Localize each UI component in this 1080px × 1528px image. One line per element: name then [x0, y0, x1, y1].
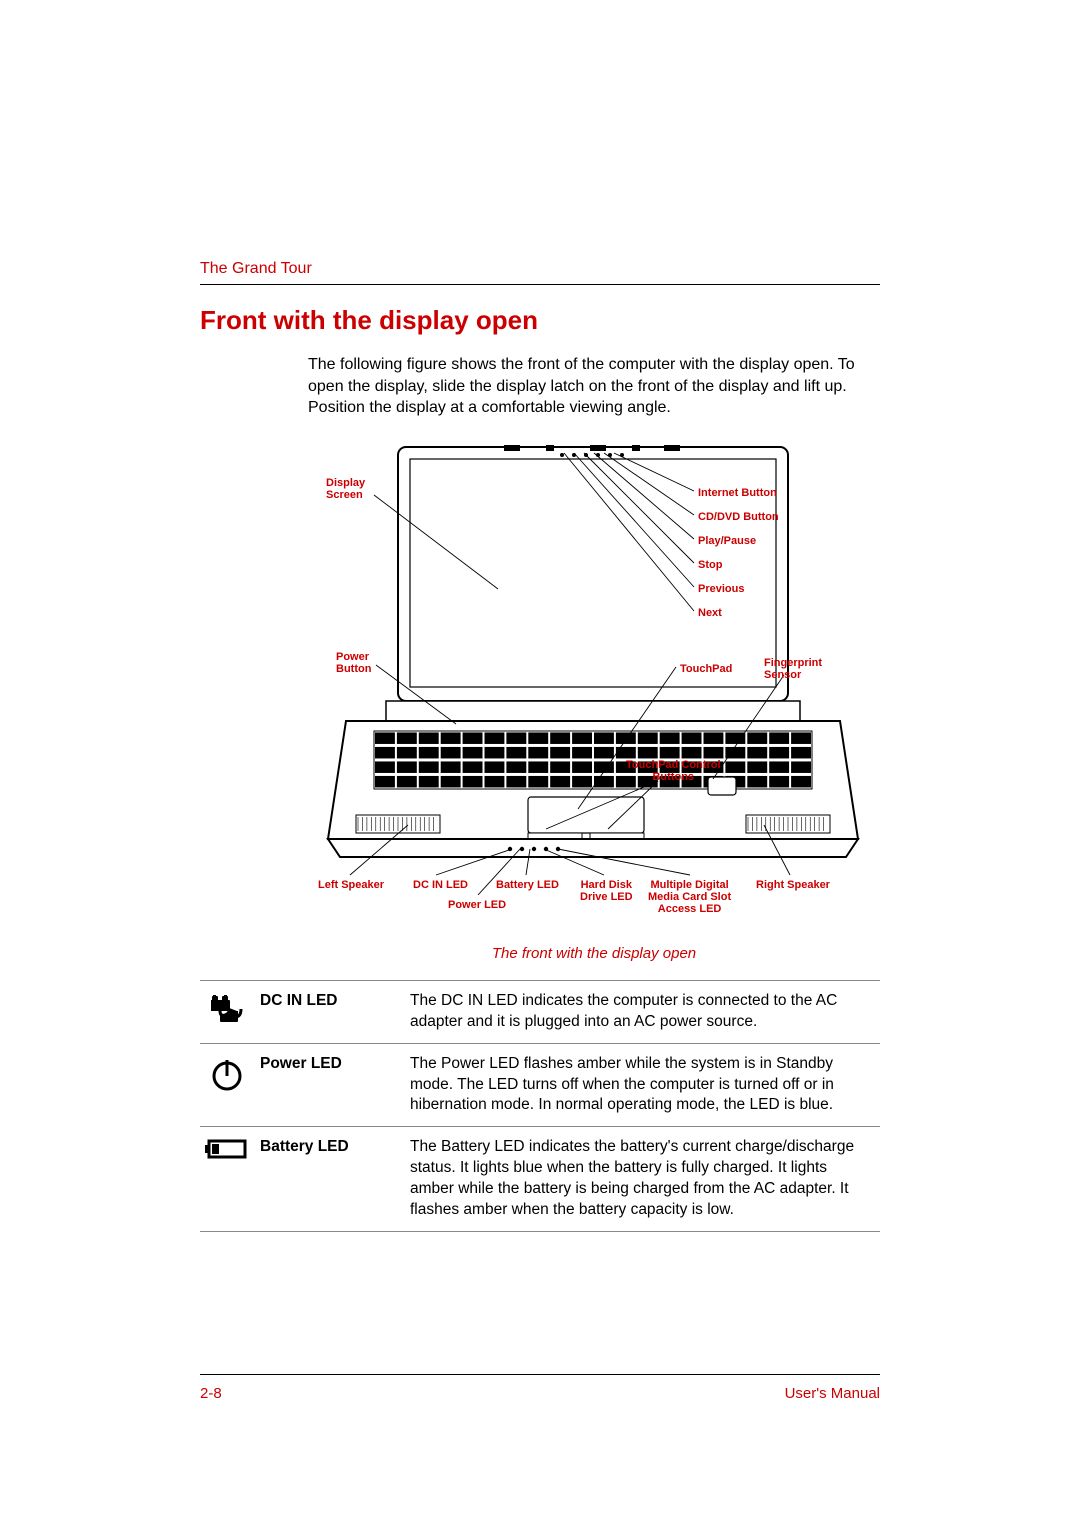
laptop-diagram: DisplayScreen PowerButton Internet Button C…: [308, 439, 868, 939]
header-rule: [200, 284, 880, 285]
diagram-label-media-led: Multiple DigitalMedia Card SlotAccess LE…: [648, 879, 731, 915]
diagram-label-stop: Stop: [698, 559, 722, 571]
doc-title: User's Manual: [785, 1385, 880, 1402]
intro-paragraph: The following figure shows the front of …: [308, 354, 880, 419]
diagram-label-right-speaker: Right Speaker: [756, 879, 830, 891]
plug-icon: [200, 980, 260, 1043]
diagram-label-power-button: PowerButton: [336, 651, 371, 675]
section-title: Front with the display open: [200, 305, 880, 336]
power-icon: [200, 1043, 260, 1127]
definition-term: DC IN LED: [260, 980, 410, 1043]
chapter-header: The Grand Tour: [200, 260, 880, 278]
definition-term: Battery LED: [260, 1127, 410, 1232]
page-footer: 2-8 User's Manual: [200, 1374, 880, 1402]
diagram-label-previous: Previous: [698, 583, 744, 595]
diagram-label-touchpad: TouchPad: [680, 663, 732, 675]
diagram-label-touchpad-ctrl: TouchPad ControlButtons: [626, 759, 721, 783]
page-number: 2-8: [200, 1385, 222, 1402]
definition-description: The Battery LED indicates the battery's …: [410, 1127, 880, 1232]
battery-icon: [200, 1127, 260, 1232]
diagram-label-next: Next: [698, 607, 722, 619]
diagram-label-left-speaker: Left Speaker: [318, 879, 384, 891]
definition-description: The DC IN LED indicates the computer is …: [410, 980, 880, 1043]
figure-caption: The front with the display open: [308, 945, 880, 962]
diagram-label-fingerprint: FingerprintSensor: [764, 657, 822, 681]
diagram-label-hdd-led: Hard DiskDrive LED: [580, 879, 633, 903]
definition-row: DC IN LEDThe DC IN LED indicates the com…: [200, 980, 880, 1043]
diagram-label-dc-in-led: DC IN LED: [413, 879, 468, 891]
diagram-label-internet-button: Internet Button: [698, 487, 777, 499]
footer-rule: [200, 1374, 880, 1375]
led-definitions-table: DC IN LEDThe DC IN LED indicates the com…: [200, 980, 880, 1232]
diagram-label-power-led: Power LED: [448, 899, 506, 911]
diagram-label-cddvd-button: CD/DVD Button: [698, 511, 779, 523]
definition-term: Power LED: [260, 1043, 410, 1127]
diagram-label-battery-led: Battery LED: [496, 879, 559, 891]
definition-row: Battery LEDThe Battery LED indicates the…: [200, 1127, 880, 1232]
diagram-label-play-pause: Play/Pause: [698, 535, 756, 547]
definition-row: Power LEDThe Power LED flashes amber whi…: [200, 1043, 880, 1127]
diagram-label-display-screen: DisplayScreen: [326, 477, 365, 501]
definition-description: The Power LED flashes amber while the sy…: [410, 1043, 880, 1127]
